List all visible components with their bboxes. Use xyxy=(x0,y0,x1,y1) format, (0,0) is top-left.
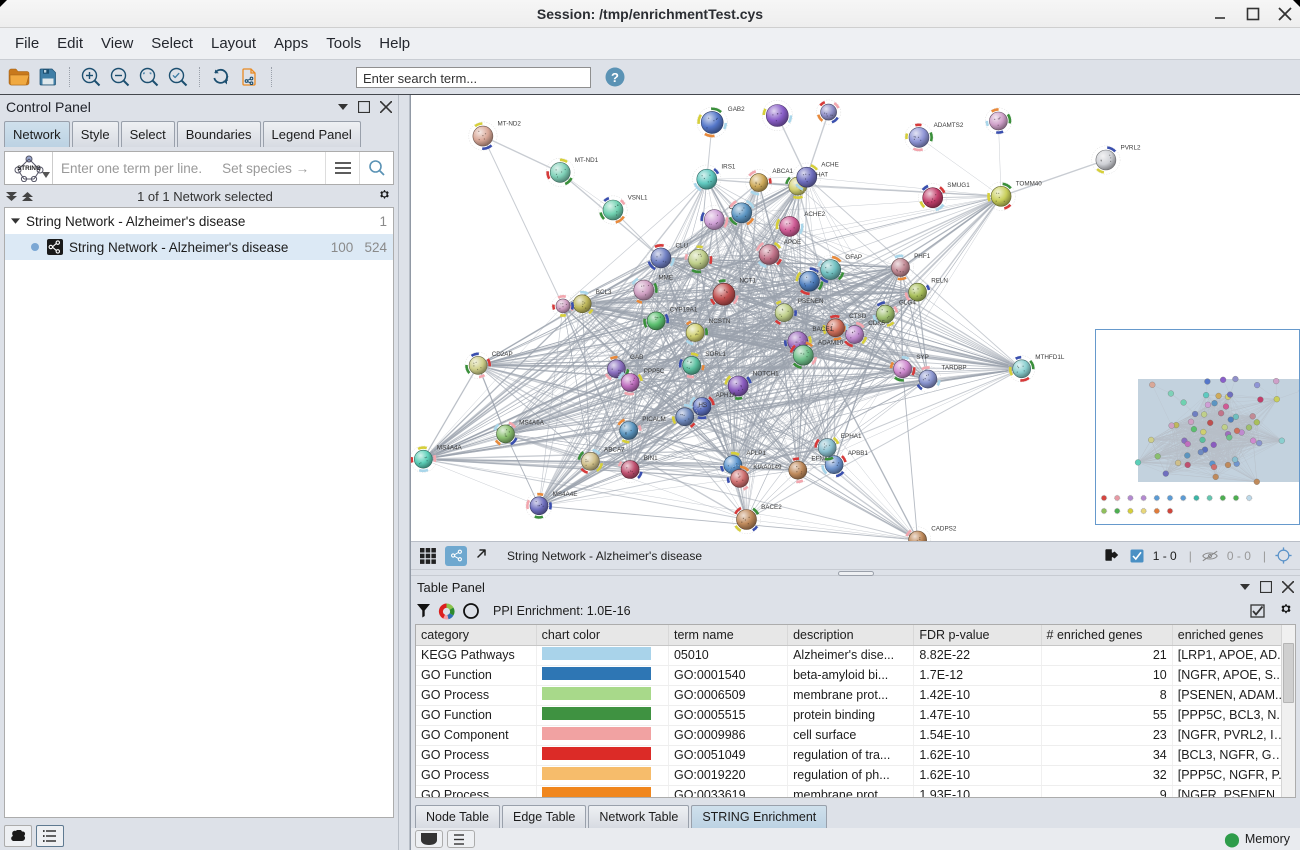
svg-text:STRING: STRING xyxy=(17,165,41,172)
svg-text:NCSTN: NCSTN xyxy=(709,318,731,325)
svg-text:CYP19A1: CYP19A1 xyxy=(670,306,698,313)
svg-text:ABCA1: ABCA1 xyxy=(772,168,793,175)
svg-text:?: ? xyxy=(611,70,619,85)
svg-text:MS4A6A: MS4A6A xyxy=(519,419,545,426)
svg-text:CLU: CLU xyxy=(676,242,689,249)
svg-text:CD2AP: CD2AP xyxy=(492,351,513,358)
svg-text:MME: MME xyxy=(658,275,673,282)
svg-text:CADPS2: CADPS2 xyxy=(931,525,957,532)
svg-text:NCT1: NCT1 xyxy=(740,278,757,285)
svg-text:CDK5: CDK5 xyxy=(868,320,885,327)
svg-text:SORL1: SORL1 xyxy=(705,351,726,358)
svg-text:ADAM10: ADAM10 xyxy=(818,340,844,347)
svg-text:PICALM: PICALM xyxy=(642,416,665,423)
svg-text:HS: HS xyxy=(698,402,707,409)
svg-text:PVRL2: PVRL2 xyxy=(1121,144,1141,151)
svg-text:APH1A: APH1A xyxy=(716,392,737,399)
svg-text:RELN: RELN xyxy=(931,278,948,285)
svg-text:PHF1: PHF1 xyxy=(914,253,931,260)
svg-text:ADAMTS2: ADAMTS2 xyxy=(934,122,964,129)
svg-text:MT-ND1: MT-ND1 xyxy=(575,157,599,164)
svg-text:ACHE: ACHE xyxy=(821,162,839,169)
svg-text:PPP5C: PPP5C xyxy=(644,368,665,375)
svg-text:CTSD: CTSD xyxy=(849,313,867,320)
svg-text:IRS1: IRS1 xyxy=(721,164,735,171)
svg-text:ABCA7: ABCA7 xyxy=(604,447,625,454)
svg-text:SMUG1: SMUG1 xyxy=(947,182,970,189)
svg-text:BACE2: BACE2 xyxy=(761,504,782,511)
svg-text:PSENEN: PSENEN xyxy=(798,298,824,305)
svg-text:TOMM40: TOMM40 xyxy=(1016,181,1043,188)
svg-text:NOTCH1: NOTCH1 xyxy=(753,370,779,377)
svg-text:GFAP: GFAP xyxy=(845,254,862,261)
svg-text:GAB: GAB xyxy=(630,354,643,361)
svg-text:GLG4: GLG4 xyxy=(899,300,916,307)
svg-text:TARDBP: TARDBP xyxy=(942,365,967,372)
svg-text:GAB2: GAB2 xyxy=(728,106,745,113)
svg-text:SYP: SYP xyxy=(916,354,929,361)
svg-text:MS4A4E: MS4A4E xyxy=(553,491,578,498)
svg-text:VSNL1: VSNL1 xyxy=(628,194,648,201)
svg-text:ACHE2: ACHE2 xyxy=(804,211,825,218)
svg-text:MS4A4A: MS4A4A xyxy=(437,445,463,452)
svg-text:BACE1: BACE1 xyxy=(812,326,833,333)
svg-text:EPHA1: EPHA1 xyxy=(841,433,862,440)
svg-text:APOE: APOE xyxy=(784,239,802,246)
svg-text:MTHFD1L: MTHFD1L xyxy=(1035,354,1065,361)
svg-text:BCL3: BCL3 xyxy=(596,289,612,296)
svg-text:APLP1: APLP1 xyxy=(746,450,766,457)
svg-text:KIAA0149: KIAA0149 xyxy=(753,464,782,471)
svg-text:MT-ND2: MT-ND2 xyxy=(498,121,522,128)
svg-text:APBB1: APBB1 xyxy=(848,450,869,457)
svg-text:BIN1: BIN1 xyxy=(644,455,658,462)
